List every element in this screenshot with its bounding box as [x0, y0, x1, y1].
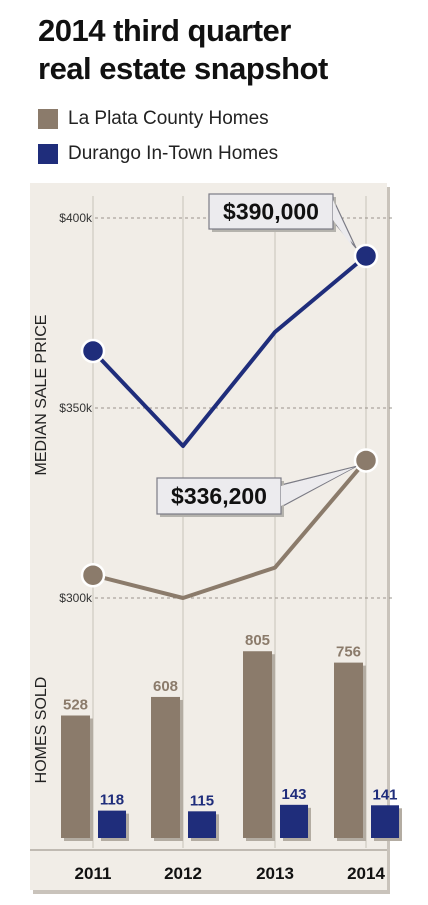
bar-value-label: 115 — [190, 792, 214, 809]
bar-la-plata-2012 — [151, 696, 180, 838]
bar-value-label: 141 — [372, 786, 397, 803]
callout-durango-2014-text: $390,000 — [223, 199, 319, 225]
bar-value-label: 118 — [100, 792, 124, 809]
bar-la-plata-2013 — [243, 651, 272, 838]
x-tick-label-2014: 2014 — [347, 864, 385, 883]
y-tick-label: $400k — [59, 211, 93, 225]
callout-durango-2014-pointer-fill — [333, 200, 354, 249]
bar-value-label: 608 — [153, 678, 178, 695]
title-line-2: real estate snapshot — [38, 51, 328, 86]
data-point-1-2011 — [80, 562, 106, 588]
callout-la-plata-2014-box — [156, 477, 282, 515]
bar-value-label: 805 — [245, 632, 270, 649]
callout-durango-2014-box — [208, 193, 334, 230]
callout-la-plata-2014-pointer-fill — [281, 467, 354, 506]
series-line-0 — [91, 254, 368, 448]
bar-value-label: 756 — [336, 644, 361, 661]
x-tick-label-2011: 2011 — [75, 864, 112, 883]
legend-swatch-durango — [38, 144, 58, 164]
callout-la-plata-2014-text: $336,200 — [171, 483, 267, 509]
bar-durango-2014 — [371, 805, 399, 838]
legend-label-durango: Durango In-Town Homes — [68, 143, 279, 164]
title-line-1: 2014 third quarter — [38, 13, 291, 48]
bar-durango-2011 — [98, 810, 126, 838]
chart-title: 2014 third quarter real estate snapshot — [38, 12, 328, 88]
data-point-0-2014 — [353, 243, 379, 269]
y-tick-label: $350k — [59, 401, 93, 415]
x-tick-label-2013: 2013 — [256, 864, 294, 883]
bar-value-label: 528 — [63, 697, 88, 714]
y-axis-title-price: MEDIAN SALE PRICE — [33, 315, 50, 476]
bar-durango-2012 — [188, 811, 216, 838]
data-point-1-2014 — [353, 448, 379, 473]
bar-durango-2013 — [280, 804, 308, 838]
legend-swatch-la-plata — [38, 109, 58, 129]
bar-value-label: 143 — [281, 786, 306, 803]
y-tick-label: $300k — [59, 591, 93, 605]
legend-label-la-plata: La Plata County Homes — [68, 108, 269, 129]
series-line-1 — [92, 459, 368, 600]
legend-item-la-plata: La Plata County Homes — [38, 108, 269, 130]
data-point-0-2011 — [80, 338, 106, 364]
bar-la-plata-2014 — [334, 662, 363, 838]
legend-item-durango: Durango In-Town Homes — [38, 143, 278, 165]
y-axis-title-homes-sold: HOMES SOLD — [33, 677, 50, 784]
x-tick-label-2012: 2012 — [164, 864, 202, 883]
bar-la-plata-2011 — [61, 715, 90, 838]
